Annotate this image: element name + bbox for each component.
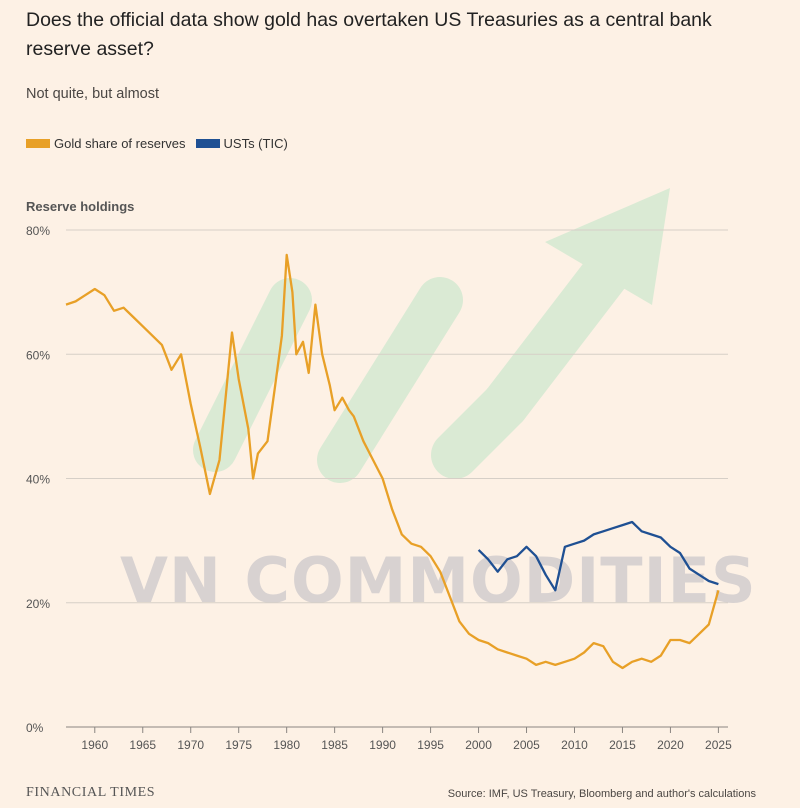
chart-subtitle: Not quite, but almost <box>26 86 159 102</box>
series-lines <box>65 253 720 670</box>
x-tick-label-1990: 1990 <box>369 738 396 752</box>
axis-ticks: 0% 20% 40% 60% 80% 1960 1965 1970 1975 1980 1985 19… <box>26 224 732 752</box>
y-tick-label-20: 20% <box>26 597 50 611</box>
y-tick-label-60: 60% <box>26 348 50 362</box>
legend-item-usts: USTs (TIC) <box>195 136 288 151</box>
gridlines <box>66 229 728 728</box>
legend-label-usts: USTs (TIC) <box>223 136 288 151</box>
x-tick-label-2025: 2025 <box>705 738 732 752</box>
x-tick-label-1985: 1985 <box>321 738 348 752</box>
x-tick-label-2005: 2005 <box>513 738 540 752</box>
y-axis-label: Reserve holdings <box>26 199 135 214</box>
x-tick-label-2020: 2020 <box>657 738 684 752</box>
x-tick-label-2000: 2000 <box>465 738 492 752</box>
footer-source: Source: IMF, US Treasury, Bloomberg and … <box>447 788 756 800</box>
legend-label-gold: Gold share of reserves <box>54 136 186 151</box>
series-line-0 <box>65 253 720 670</box>
x-tick-label-1975: 1975 <box>225 738 252 752</box>
chart-title: Does the official data show gold has ove… <box>26 9 712 60</box>
x-tick-label-1960: 1960 <box>81 738 108 752</box>
footer-brand: FINANCIAL TIMES <box>26 785 156 800</box>
x-tick-label-1995: 1995 <box>417 738 444 752</box>
y-tick-label-80: 80% <box>26 224 50 238</box>
x-tick-label-2010: 2010 <box>561 738 588 752</box>
legend-swatch-usts <box>195 139 220 148</box>
y-tick-label-40: 40% <box>26 473 50 487</box>
y-tick-label-0: 0% <box>26 721 44 735</box>
x-tick-label-2015: 2015 <box>609 738 636 752</box>
series-line-1 <box>477 520 719 592</box>
legend-item-gold: Gold share of reserves <box>26 136 186 151</box>
x-tick-label-1970: 1970 <box>177 738 204 752</box>
watermark: VN COMMODITIES <box>120 188 757 617</box>
upward-trend-arrow-icon <box>193 188 670 483</box>
x-tick-label-1980: 1980 <box>273 738 300 752</box>
legend-swatch-gold <box>26 139 50 148</box>
watermark-text: VN COMMODITIES <box>120 544 757 617</box>
legend: Gold share of reserves USTs (TIC) <box>26 136 298 151</box>
x-tick-label-1965: 1965 <box>129 738 156 752</box>
